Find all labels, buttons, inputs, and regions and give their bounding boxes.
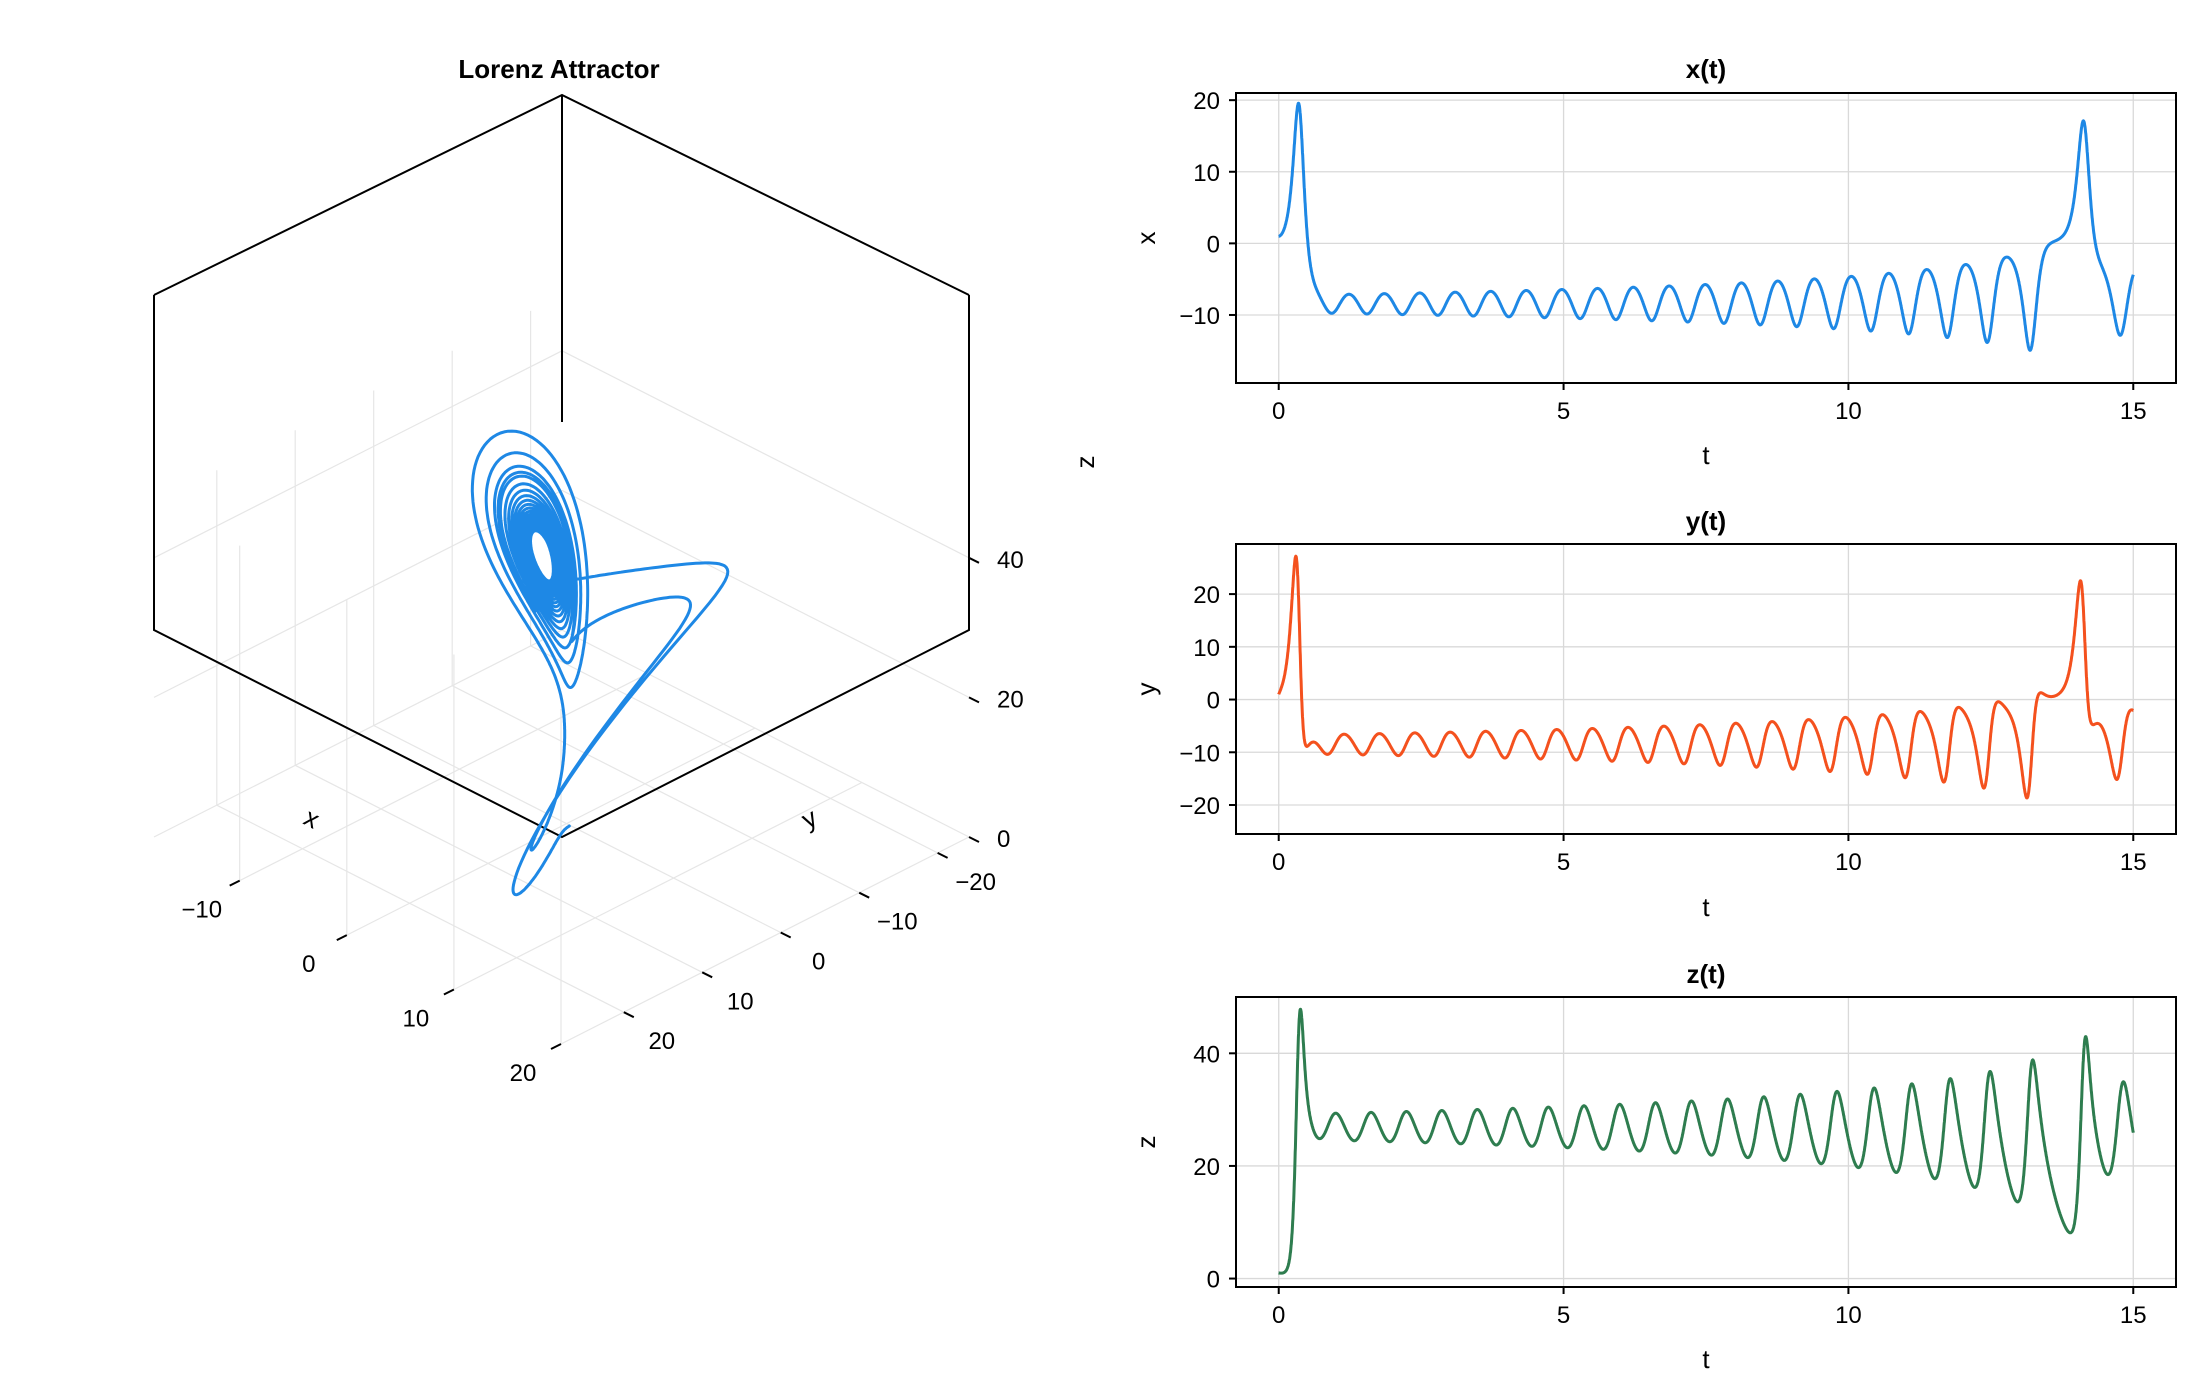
x-plot-x-tick-label: 10 (1835, 398, 1862, 425)
x-plot-x-tick-label: 5 (1557, 398, 1570, 425)
x-plot-x-tick-label: 0 (1272, 398, 1285, 425)
y-plot-title: y(t) (1686, 506, 1726, 536)
y-plot-grid (1236, 544, 2176, 834)
y-plot-x-tick-label: 0 (1272, 849, 1285, 876)
plot3d-x-tick-mark (550, 1043, 562, 1050)
plot3d-y-tick-mark (701, 971, 713, 979)
y-plot-x-axis-label: t (1702, 892, 1710, 922)
x-plot-ticks: 0 5 10 15 −10 0 10 20 (1179, 88, 2146, 425)
plot3d-x-tick-label: −10 (181, 897, 222, 924)
x-plot-y-tick-label: 10 (1193, 160, 1220, 187)
plot3d-x-tick-mark (229, 879, 241, 887)
plot3d-x-tick-label: 10 (403, 1006, 430, 1033)
z-plot-x-tick-label: 0 (1272, 1302, 1285, 1329)
lorenz-3d-plot: Lorenz Attractor −10 0 10 20 −20 −10 0 10 20 0 20 4… (153, 54, 1100, 1087)
y-plot-x-tick-label: 15 (2120, 849, 2147, 876)
x-plot-x-tick-label: 15 (2120, 398, 2147, 425)
x-plot-y-tick-label: 20 (1193, 88, 1220, 115)
x-plot-x-axis-label: t (1702, 440, 1710, 470)
plot3d-x-tick-mark (336, 934, 348, 941)
x-plot-y-axis-label: x (1131, 232, 1161, 245)
plot3d-z-tick-mark (968, 696, 980, 704)
plot3d-x-grid-floor (453, 781, 863, 991)
plot3d-z-grid-wall-right (561, 489, 970, 698)
plot3d-z-tick-label: 0 (997, 826, 1010, 853)
x-series-line (1277, 101, 2135, 352)
plot3d-z-tick-mark (968, 556, 980, 564)
plot3d-y-tick-mark (780, 931, 792, 939)
x-plot-y-tick-label: 0 (1207, 231, 1220, 258)
plot3d-y-tick-mark (937, 852, 949, 859)
z-plot-y-tick-label: 40 (1193, 1041, 1220, 1068)
y-plot-x-tick-label: 5 (1557, 849, 1570, 876)
plot3d-trajectory-line (470, 429, 730, 897)
y-plot-y-axis-label: y (1131, 683, 1161, 696)
y-plot-frame (1235, 543, 2177, 835)
plot3d-y-grid-floor (294, 764, 703, 973)
x-plot-frame (1235, 92, 2177, 384)
plot3d-x-tick-mark (443, 988, 455, 996)
plot3d-y-grid-floor (216, 804, 625, 1013)
y-plot-y-tick-label: 20 (1193, 582, 1220, 609)
x-plot-title: x(t) (1686, 54, 1726, 84)
y-plot-x-tick-label: 10 (1835, 849, 1862, 876)
plot3d-y-tick-label: 10 (727, 988, 754, 1015)
plot3d-title: Lorenz Attractor (458, 54, 659, 84)
x-time-series-plot: x(t) 0 5 10 15 −10 0 10 20 t x (1131, 54, 2177, 470)
x-plot-grid (1236, 93, 2176, 383)
plot3d-x-tick-label: 20 (510, 1060, 537, 1087)
z-plot-y-tick-label: 0 (1207, 1267, 1220, 1294)
z-plot-y-tick-label: 20 (1193, 1154, 1220, 1181)
z-plot-x-tick-label: 15 (2120, 1302, 2147, 1329)
z-plot-grid (1236, 997, 2176, 1287)
y-plot-y-tick-label: 0 (1207, 688, 1220, 715)
z-plot-y-axis-label: z (1131, 1136, 1161, 1149)
y-time-series-plot: y(t) 0 5 10 15 −20 −10 0 10 20 t y (1131, 506, 2177, 922)
z-series-line (1277, 1007, 2135, 1275)
y-plot-y-tick-label: 10 (1193, 635, 1220, 662)
plot3d-ticks: −10 0 10 20 −20 −10 0 10 20 0 20 40 (181, 547, 1023, 1087)
y-plot-ticks: 0 5 10 15 −20 −10 0 10 20 (1179, 582, 2146, 876)
y-series-line (1277, 554, 2135, 800)
plot3d-x-axis-label: x (299, 802, 324, 835)
plot3d-y-tick-mark (858, 891, 870, 899)
y-plot-y-tick-label: −20 (1179, 793, 1220, 820)
plot3d-y-tick-label: −20 (955, 869, 996, 896)
z-plot-x-tick-label: 10 (1835, 1302, 1862, 1329)
plot3d-z-grid-wall-right (561, 350, 970, 559)
z-plot-x-axis-label: t (1702, 1344, 1710, 1374)
x-plot-y-tick-label: −10 (1179, 303, 1220, 330)
z-plot-frame (1235, 996, 2177, 1288)
plot3d-z-axis-label: z (1070, 456, 1100, 469)
plot3d-z-grid-wall-left (153, 350, 563, 559)
plot3d-x-tick-label: 0 (302, 951, 315, 978)
z-plot-ticks: 0 5 10 15 0 20 40 (1193, 1041, 2146, 1329)
plot3d-x-grid-floor (560, 836, 970, 1045)
plot3d-z-tick-label: 20 (997, 686, 1024, 713)
z-plot-x-tick-label: 5 (1557, 1302, 1570, 1329)
plot3d-frame (153, 93, 970, 839)
z-time-series-plot: z(t) 0 5 10 15 0 20 40 t z (1131, 959, 2177, 1374)
plot3d-z-tick-label: 40 (997, 547, 1024, 574)
plot3d-y-tick-label: 0 (812, 949, 825, 976)
plot3d-z-tick-mark (968, 836, 980, 843)
z-plot-title: z(t) (1687, 959, 1726, 989)
y-plot-y-tick-label: −10 (1179, 740, 1220, 767)
plot3d-y-tick-label: 20 (648, 1028, 675, 1055)
plot3d-y-axis-label: y (796, 802, 821, 835)
plot3d-y-tick-mark (623, 1011, 635, 1019)
plot3d-y-tick-label: −10 (877, 909, 918, 936)
plot3d-z-grid-wall-left (153, 489, 563, 698)
